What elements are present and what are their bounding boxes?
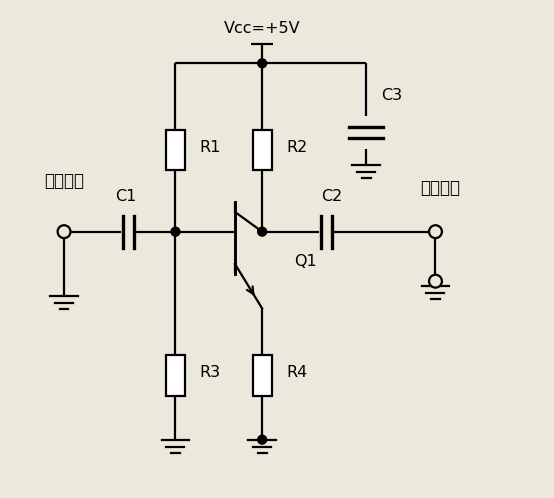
Text: C1: C1 (115, 189, 137, 205)
Text: R3: R3 (199, 366, 220, 380)
Circle shape (58, 225, 70, 238)
Text: R4: R4 (286, 366, 307, 380)
Text: 输出信号: 输出信号 (420, 179, 460, 197)
Circle shape (429, 225, 442, 238)
Text: Vcc=+5V: Vcc=+5V (224, 21, 300, 36)
Circle shape (258, 227, 266, 236)
Text: C3: C3 (381, 88, 402, 103)
Bar (166, 129, 185, 170)
Text: 输入信号: 输入信号 (44, 172, 84, 190)
Text: Q1: Q1 (294, 254, 317, 269)
Circle shape (258, 435, 266, 444)
Bar (166, 355, 185, 395)
Bar (253, 355, 271, 395)
Circle shape (258, 59, 266, 68)
Text: R1: R1 (199, 140, 220, 155)
Text: C2: C2 (321, 189, 342, 205)
Circle shape (171, 227, 180, 236)
Bar (253, 129, 271, 170)
Circle shape (429, 275, 442, 288)
Text: R2: R2 (286, 140, 307, 155)
